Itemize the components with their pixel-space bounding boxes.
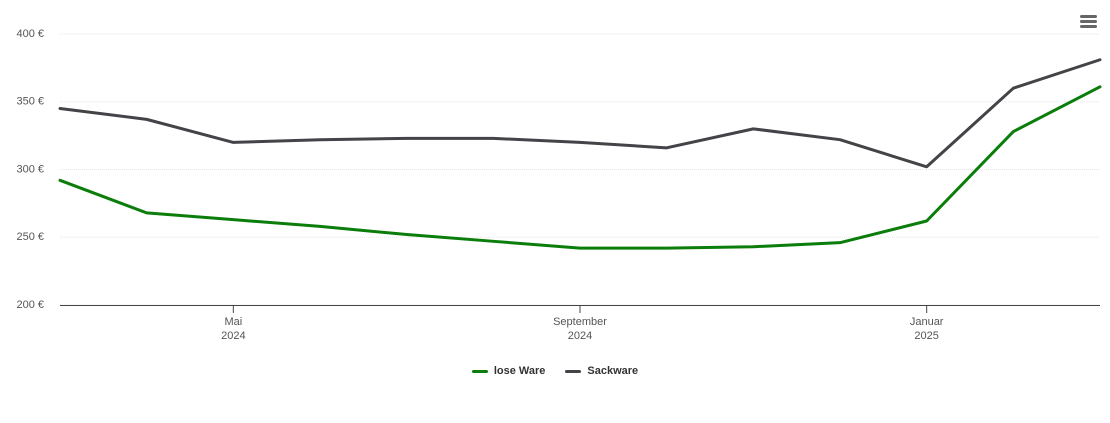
y-tick-label: 250 € <box>16 231 44 243</box>
menu-bar <box>1080 25 1097 28</box>
legend-item[interactable]: lose Ware <box>471 365 546 377</box>
series-line <box>58 58 1102 169</box>
legend-label: Sackware <box>587 365 639 377</box>
y-tick-label: 350 € <box>16 96 44 108</box>
menu-bar <box>1080 15 1097 18</box>
y-tick-label: 300 € <box>16 163 44 175</box>
x-tick-label: Januar 2025 <box>909 316 944 342</box>
x-tick-label: September 2024 <box>553 316 607 342</box>
menu-bar <box>1080 20 1097 23</box>
x-tick-label: Mai 2024 <box>221 316 246 342</box>
series-line <box>58 85 1102 250</box>
legend-item[interactable]: Sackware <box>565 365 638 377</box>
legend-swatch <box>565 369 582 373</box>
menu-icon[interactable] <box>1080 15 1097 28</box>
legend: lose Ware Sackware <box>0 365 1110 377</box>
y-tick-label: 200 € <box>16 299 44 311</box>
y-tick-label: 400 € <box>16 28 44 40</box>
legend-label: lose Ware <box>493 365 546 377</box>
legend-swatch <box>471 369 488 373</box>
